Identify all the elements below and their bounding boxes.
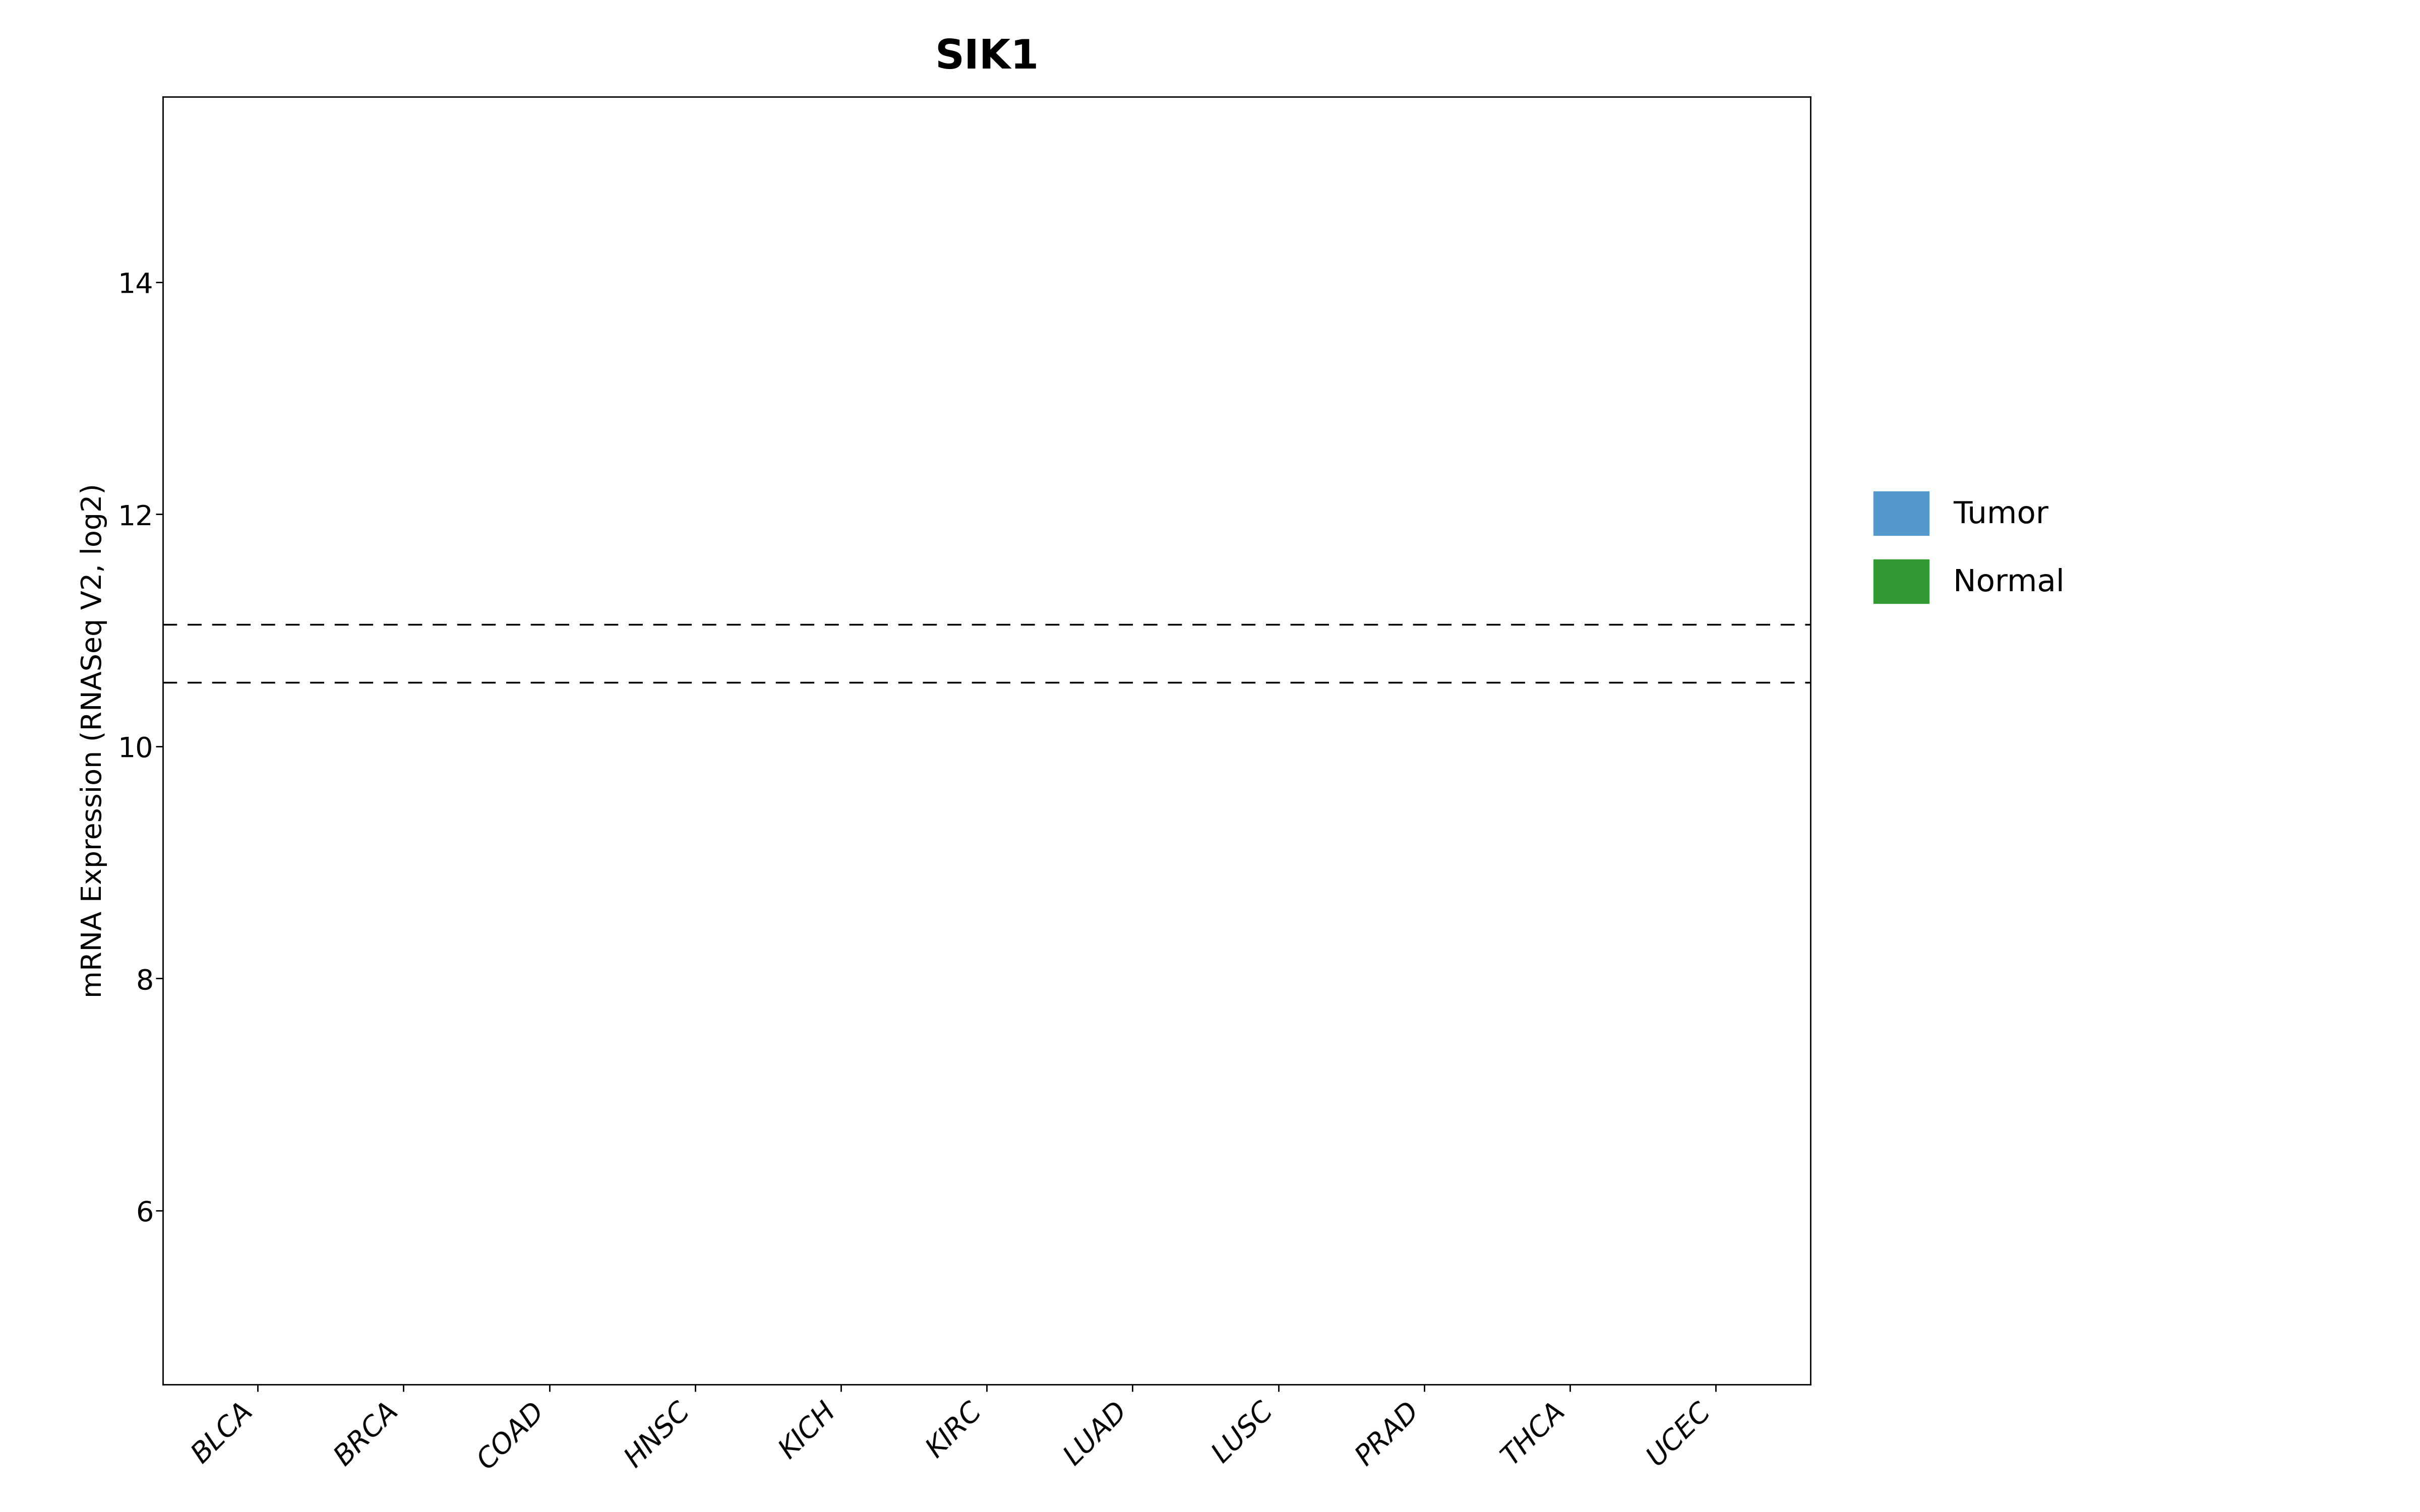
Title: SIK1: SIK1	[934, 38, 1038, 77]
Y-axis label: mRNA Expression (RNASeq V2, log2): mRNA Expression (RNASeq V2, log2)	[80, 484, 106, 998]
Legend: Tumor, Normal: Tumor, Normal	[1842, 461, 2096, 634]
